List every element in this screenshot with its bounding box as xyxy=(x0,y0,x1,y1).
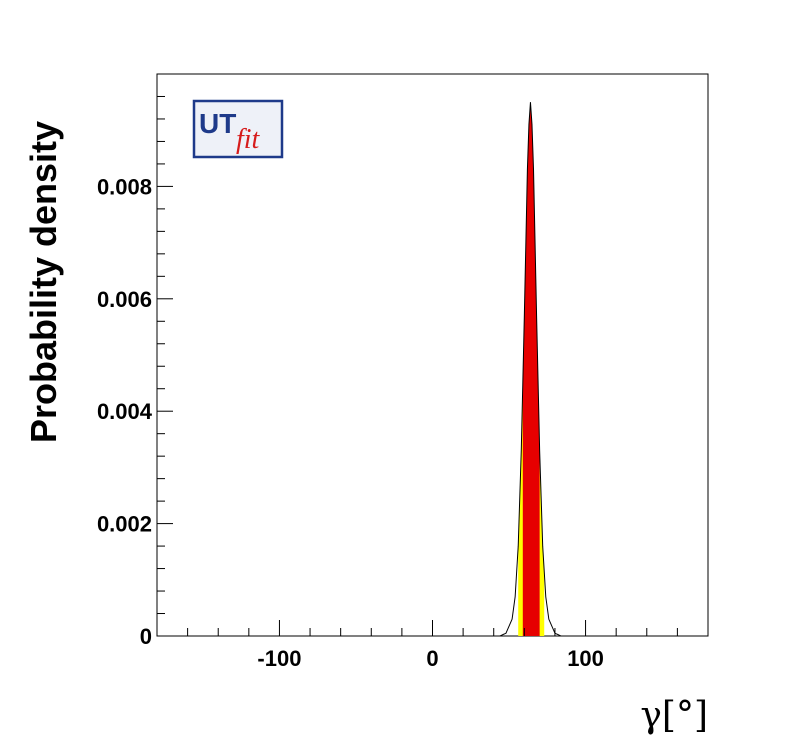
y-tick-label: 0.006 xyxy=(97,287,152,312)
x-tick-label: -100 xyxy=(257,646,301,671)
utfit-logo: UT fit xyxy=(192,99,284,159)
logo-frame xyxy=(192,99,284,159)
logo-ut-text: UT xyxy=(199,108,236,139)
density-curve-group xyxy=(499,102,562,637)
tick-labels: -100 0 100 0 0.002 0.004 0.006 0.008 xyxy=(97,174,604,671)
x-axis-label: γ[°] xyxy=(640,695,708,736)
y-axis-label: Probability density xyxy=(23,121,64,443)
y-tick-label: 0 xyxy=(140,624,152,649)
y-tick-label: 0.002 xyxy=(97,512,152,537)
axis-ticks xyxy=(157,95,678,637)
x-tick-label: 0 xyxy=(426,646,438,671)
logo-fit-text: fit xyxy=(236,124,261,155)
probability-region-2 xyxy=(522,103,540,636)
plot-frame xyxy=(156,73,709,637)
probability-regions xyxy=(518,103,545,636)
x-tick-label: 100 xyxy=(567,646,604,671)
density-curve xyxy=(499,102,562,637)
y-tick-label: 0.004 xyxy=(97,399,153,424)
y-tick-label: 0.008 xyxy=(97,174,152,199)
